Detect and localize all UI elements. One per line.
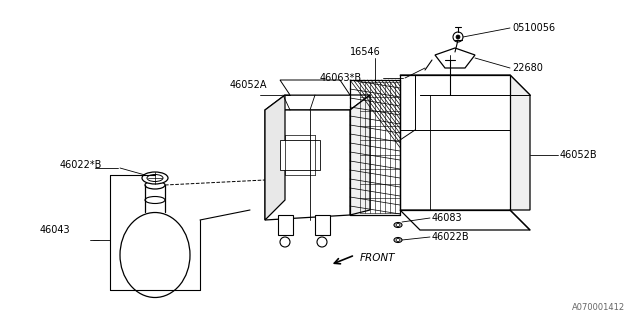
Text: 22680: 22680: [512, 63, 543, 73]
Text: 46022*B: 46022*B: [60, 160, 102, 170]
Polygon shape: [350, 95, 370, 215]
Polygon shape: [265, 95, 285, 220]
Text: 46052A: 46052A: [230, 80, 268, 90]
Polygon shape: [265, 110, 350, 220]
Text: 0510056: 0510056: [512, 23, 555, 33]
Text: 46083: 46083: [432, 213, 463, 223]
Ellipse shape: [142, 172, 168, 184]
Ellipse shape: [120, 212, 190, 298]
Ellipse shape: [145, 181, 165, 189]
Text: 46063*B: 46063*B: [320, 73, 362, 83]
Polygon shape: [510, 75, 530, 210]
Ellipse shape: [396, 238, 400, 242]
Circle shape: [453, 32, 463, 42]
Text: FRONT: FRONT: [360, 253, 396, 263]
Text: —: —: [93, 237, 100, 243]
Polygon shape: [315, 215, 330, 235]
Polygon shape: [280, 140, 320, 170]
Ellipse shape: [396, 223, 400, 227]
Ellipse shape: [394, 222, 402, 228]
Polygon shape: [400, 75, 510, 210]
Polygon shape: [265, 95, 370, 110]
Text: A070001412: A070001412: [572, 303, 625, 312]
Circle shape: [280, 237, 290, 247]
Polygon shape: [278, 215, 293, 235]
Polygon shape: [435, 48, 475, 68]
Text: 46052B: 46052B: [560, 150, 598, 160]
Text: 46022B: 46022B: [432, 232, 470, 242]
Circle shape: [317, 237, 327, 247]
Ellipse shape: [394, 237, 402, 243]
Text: 16546: 16546: [349, 47, 380, 57]
Polygon shape: [280, 80, 350, 95]
Circle shape: [456, 35, 460, 39]
Text: 46043: 46043: [40, 225, 70, 235]
